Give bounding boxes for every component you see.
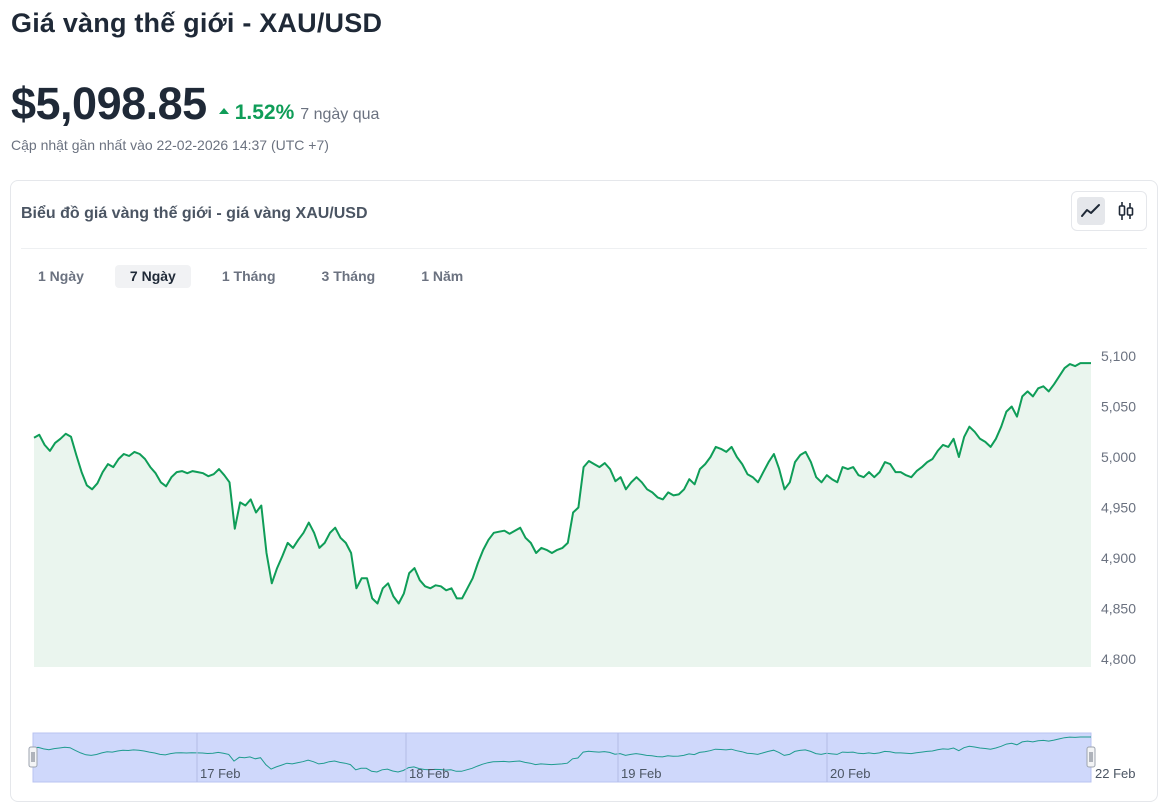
y-tick-label: 5,050 (1101, 399, 1136, 415)
y-tick-label: 4,800 (1101, 651, 1136, 667)
y-tick-label: 4,950 (1101, 500, 1136, 516)
tab-1-day[interactable]: 1 Ngày (38, 268, 84, 284)
y-tick-label: 5,100 (1101, 348, 1136, 364)
last-updated: Cập nhật gần nhất vào 22-02-2026 14:37 (… (11, 137, 329, 153)
navigator-date-label: 18 Feb (409, 766, 449, 781)
price-line (33, 362, 1091, 605)
price-change-period: 7 ngày qua (300, 106, 380, 123)
navigator-date-label: 19 Feb (621, 766, 661, 781)
navigator-right-handle[interactable] (1086, 746, 1096, 768)
candlestick-chart-button[interactable] (1112, 197, 1140, 225)
up-arrow-icon (218, 108, 229, 114)
y-tick-label: 5,000 (1101, 449, 1136, 465)
tab-1-year[interactable]: 1 Năm (421, 268, 464, 284)
navigator-date-label: 22 Feb (1095, 766, 1135, 781)
line-chart-button[interactable] (1077, 197, 1105, 225)
y-tick-label: 4,850 (1101, 601, 1136, 617)
navigator-date-label: 20 Feb (830, 766, 870, 781)
tab-3-months[interactable]: 3 Tháng (321, 268, 376, 284)
current-price: $5,098.85 (11, 78, 207, 129)
y-tick-label: 4,900 (1101, 550, 1136, 566)
price-summary: $5,098.85 1.52% 7 ngày qua (11, 78, 379, 130)
navigator-date-label: 17 Feb (200, 766, 240, 781)
price-change-percent: 1.52% (234, 101, 295, 124)
time-range-tabs: 1 Ngày 7 Ngày 1 Tháng 3 Tháng 1 Năm (23, 265, 494, 288)
candlestick-icon (1118, 202, 1134, 220)
navigator-range[interactable] (32, 732, 1092, 783)
chart-type-toggle (1071, 191, 1147, 231)
price-area (34, 363, 1091, 667)
navigator-line (32, 736, 1091, 773)
page-title: Giá vàng thế giới - XAU/USD (11, 8, 383, 38)
chart-card-header: Biểu đồ giá vàng thế giới - giá vàng XAU… (21, 181, 1147, 249)
line-chart-icon (1081, 204, 1100, 217)
tab-7-days[interactable]: 7 Ngày (114, 265, 191, 288)
navigator-left-handle[interactable] (28, 746, 38, 768)
chart-title: Biểu đồ giá vàng thế giới - giá vàng XAU… (21, 205, 368, 222)
tab-1-month[interactable]: 1 Tháng (221, 268, 276, 284)
